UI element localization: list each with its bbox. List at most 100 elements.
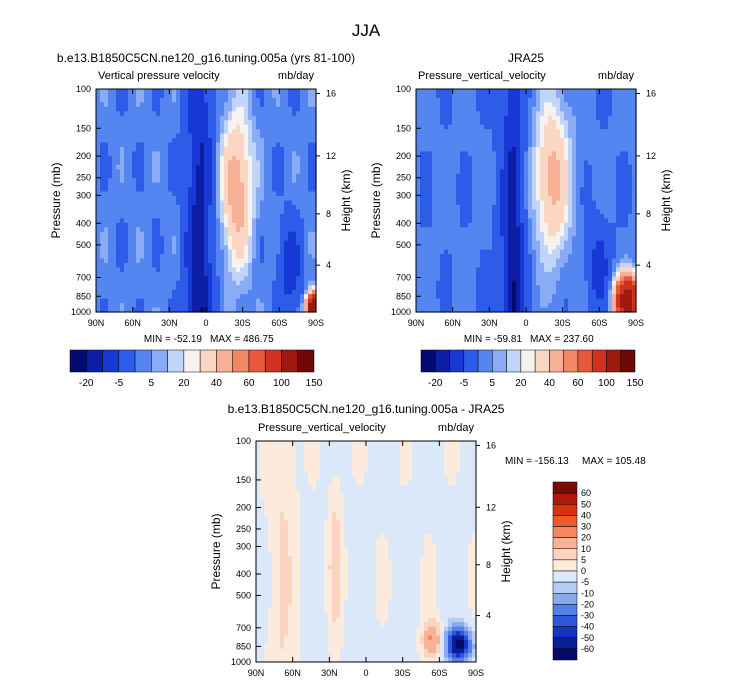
heatmap-cell	[104, 231, 109, 237]
heatmap-cell	[204, 102, 209, 108]
heatmap-cell	[296, 151, 301, 157]
heatmap-cell	[488, 209, 493, 215]
x-tick-label: 60S	[271, 318, 287, 328]
heatmap-cell	[540, 93, 545, 99]
heatmap-cell	[284, 298, 289, 304]
heatmap-cell	[180, 213, 185, 219]
heatmap-cell	[452, 240, 457, 246]
heatmap-cell	[512, 222, 517, 228]
heatmap-cell	[100, 262, 105, 268]
heatmap-cell	[568, 160, 573, 166]
heatmap-cell	[192, 102, 197, 108]
heatmap-cell	[500, 191, 505, 197]
heatmap-cell	[420, 129, 425, 135]
heatmap-cell	[308, 289, 313, 295]
heatmap-cell	[108, 182, 113, 188]
heatmap-cell	[308, 249, 313, 255]
heatmap-cell	[616, 218, 621, 224]
heatmap-cell	[244, 218, 249, 224]
heatmap-cell	[304, 209, 309, 215]
heatmap-cell	[424, 200, 429, 206]
heatmap-cell	[128, 187, 133, 193]
heatmap-cell	[120, 138, 125, 144]
heatmap-cell	[152, 222, 157, 228]
heatmap-cell	[184, 115, 189, 121]
heatmap-cell	[276, 258, 281, 264]
heatmap-cell	[524, 249, 529, 255]
heatmap-cell	[440, 111, 445, 117]
heatmap-cell	[304, 115, 309, 121]
heatmap-cell	[236, 187, 241, 193]
heatmap-cell	[176, 142, 181, 148]
heatmap-cell	[276, 294, 281, 300]
heatmap-cell	[152, 254, 157, 260]
heatmap-cell	[528, 200, 533, 206]
heatmap-cell	[304, 254, 309, 260]
heatmap-cell	[452, 236, 457, 242]
heatmap-cell	[176, 307, 181, 313]
heatmap-cell	[528, 102, 533, 108]
y-tick-label: 300	[76, 190, 91, 200]
heatmap-cell	[208, 191, 213, 197]
heatmap-cell	[168, 222, 173, 228]
heatmap-cell	[488, 182, 493, 188]
heatmap-cell	[188, 258, 193, 264]
heatmap-cell	[212, 298, 217, 304]
heatmap-cell	[608, 227, 613, 233]
heatmap-cell	[148, 93, 153, 99]
heatmap-cell	[288, 97, 293, 103]
heatmap-cell	[276, 218, 281, 224]
heatmap-cell	[416, 200, 421, 206]
heatmap-cell	[192, 191, 197, 197]
heatmap-cell	[536, 133, 541, 139]
heatmap-cell	[292, 240, 297, 246]
heatmap-cell	[148, 187, 153, 193]
heatmap-cell	[224, 133, 229, 139]
heatmap-cell	[172, 289, 177, 295]
heatmap-cell	[96, 249, 101, 255]
heatmap-cell	[140, 102, 145, 108]
heatmap-cell	[152, 169, 157, 175]
heatmap-cell	[260, 227, 265, 233]
heatmap-cell	[224, 155, 229, 161]
heatmap-cell	[468, 249, 473, 255]
heatmap-cell	[112, 124, 117, 130]
heatmap-cell	[528, 236, 533, 242]
heatmap-cell	[160, 240, 165, 246]
heatmap-cell	[108, 204, 113, 211]
heatmap-cell	[160, 178, 165, 184]
heatmap-cell	[112, 280, 117, 286]
heatmap-cell	[204, 93, 209, 99]
heatmap-cell	[556, 93, 561, 99]
heatmap-cell	[444, 240, 449, 246]
heatmap-cell	[468, 204, 473, 211]
heatmap-cell	[312, 218, 317, 224]
heatmap-cell	[112, 102, 117, 108]
heatmap-cell	[284, 142, 289, 148]
heatmap-cell	[556, 222, 561, 228]
heatmap-cell	[420, 245, 425, 251]
heatmap-cell	[164, 111, 169, 117]
heatmap-cell	[116, 151, 121, 157]
x-tick-label: 30S	[235, 318, 251, 328]
heatmap-cell	[580, 200, 585, 206]
heatmap-cell	[112, 160, 117, 166]
heatmap-cell	[440, 155, 445, 161]
heatmap-cell	[584, 151, 589, 157]
heatmap-cell	[136, 169, 141, 175]
heatmap-cell	[252, 142, 257, 148]
heatmap-cell	[480, 129, 485, 135]
heatmap-cell	[260, 129, 265, 135]
heatmap-cell	[280, 97, 285, 103]
heatmap-cell	[196, 222, 201, 228]
heatmap-cell	[524, 254, 529, 260]
heatmap-cell	[600, 236, 605, 242]
heatmap-cell	[576, 155, 581, 161]
heatmap-cell	[416, 169, 421, 175]
heatmap-cell	[268, 133, 273, 139]
heatmap-cell	[248, 267, 253, 273]
heatmap-cell	[120, 276, 125, 282]
heatmap-cell	[104, 124, 109, 130]
heatmap-cell	[180, 89, 185, 95]
heatmap-cell	[604, 240, 609, 246]
